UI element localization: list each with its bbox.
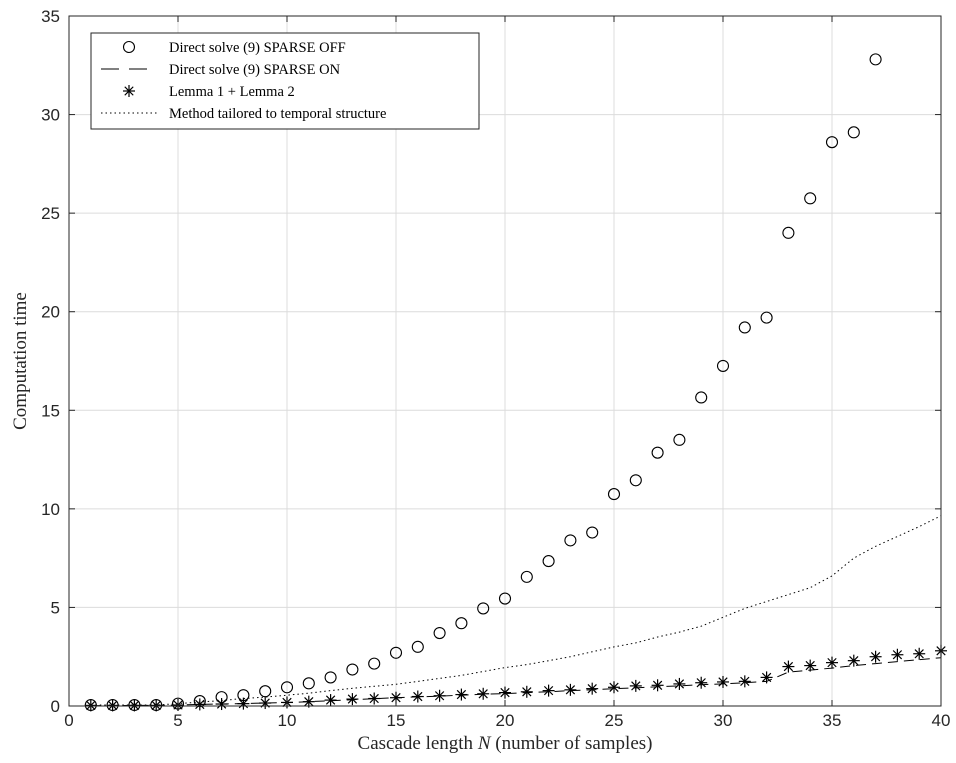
y-tick-label: 20: [41, 303, 60, 322]
sparse-off-point: [825, 136, 839, 149]
sparse-off-point: [651, 446, 664, 459]
lemma-point: [411, 690, 424, 703]
legend-symbol-star: [123, 85, 135, 97]
sparse-off-point: [847, 126, 860, 139]
x-tick-label: 25: [605, 711, 624, 730]
legend-symbol-circle: [122, 40, 136, 54]
sparse-off-point: [455, 617, 468, 630]
sparse-off-point: [607, 488, 621, 501]
x-tick-label: 0: [64, 711, 73, 730]
sparse-off-point: [869, 53, 882, 66]
lemma-point: [346, 693, 359, 706]
x-tick-label: 30: [714, 711, 733, 730]
sparse-off-point: [498, 592, 512, 605]
x-tick-label: 10: [278, 711, 297, 730]
x-axis-label: Cascade length N (number of samples): [358, 733, 653, 754]
lemma-point: [695, 676, 708, 689]
lemma-point: [847, 654, 860, 667]
lemma-point: [324, 694, 337, 707]
lemma-point: [106, 699, 119, 712]
sparse-off-point: [760, 311, 773, 324]
sparse-off-point: [411, 640, 424, 653]
sparse-off-point: [520, 570, 533, 583]
sparse-off-point: [716, 359, 730, 372]
y-tick-label: 10: [41, 500, 60, 519]
sparse-off-point: [542, 555, 555, 568]
lemma-point: [651, 679, 664, 692]
lemma-point: [128, 699, 141, 712]
sparse-off-point: [673, 433, 686, 446]
lemma-point: [193, 698, 206, 711]
legend-label: Direct solve (9) SPARSE ON: [169, 62, 341, 78]
x-tick-label: 20: [496, 711, 515, 730]
lemma-point: [237, 697, 250, 710]
sparse-off-point: [368, 657, 381, 670]
lemma-point: [368, 692, 381, 705]
lemma-point: [542, 684, 555, 697]
sparse-off-point: [280, 681, 294, 694]
sparse-off-point: [259, 685, 272, 698]
series-circle-markers: [84, 53, 882, 712]
lemma-point: [913, 647, 926, 660]
x-tick-label: 40: [932, 711, 951, 730]
sparse-off-point: [389, 646, 403, 659]
ticks: 0 5 10 15 20 25 30 35 40 0 5 10 15 20 25 30 35: [41, 7, 950, 730]
sparse-off-point: [324, 671, 337, 684]
lemma-point: [455, 688, 468, 701]
lemma-point: [520, 685, 533, 698]
x-tick-label: 5: [173, 711, 182, 730]
series-dotted-line: [90, 515, 942, 706]
sparse-off-point: [695, 391, 708, 404]
lemma-point: [804, 659, 817, 672]
lemma-point: [782, 660, 795, 673]
sparse-off-point: [346, 663, 359, 676]
lemma-point: [760, 671, 773, 684]
lemma-point: [259, 697, 272, 710]
tailored-method-line: [90, 515, 942, 706]
x-tick-label: 35: [823, 711, 842, 730]
y-tick-label: 15: [41, 401, 60, 420]
sparse-off-point: [782, 226, 795, 239]
legend: Direct solve (9) SPARSE OFF Direct solve …: [90, 32, 480, 130]
sparse-off-point: [804, 192, 817, 205]
sparse-off-point: [629, 474, 642, 487]
legend-label: Method tailored to temporal structure: [169, 106, 386, 122]
legend-label: Lemma 1 + Lemma 2: [169, 84, 295, 100]
lemma-point: [433, 689, 446, 702]
series-layer: [84, 53, 947, 712]
series-star-markers: [84, 644, 947, 712]
lemma-point: [673, 677, 686, 690]
sparse-off-point: [738, 321, 751, 334]
lemma-point: [586, 682, 599, 695]
lemma-point: [717, 675, 729, 688]
y-tick-label: 35: [41, 7, 60, 26]
y-tick-label: 0: [51, 697, 60, 716]
lemma-point: [564, 683, 577, 696]
sparse-off-point: [433, 627, 446, 640]
x-tick-label: 15: [387, 711, 406, 730]
y-axis-label: Computation time: [10, 292, 31, 430]
lemma-point: [499, 686, 511, 699]
lemma-point: [150, 699, 163, 712]
sparse-off-point: [564, 534, 577, 547]
lemma-point: [826, 656, 838, 669]
legend-label: Direct solve (9) SPARSE OFF: [169, 40, 346, 56]
lemma-point: [629, 679, 642, 692]
lemma-point: [869, 650, 882, 663]
sparse-off-point: [302, 677, 315, 690]
lemma-point: [891, 648, 904, 661]
lemma-point: [608, 681, 620, 694]
sparse-off-point: [586, 526, 599, 539]
y-tick-label: 30: [41, 106, 60, 125]
y-tick-label: 25: [41, 204, 60, 223]
lemma-point: [477, 687, 490, 700]
sparse-on-line: [90, 657, 942, 707]
y-tick-label: 5: [51, 598, 60, 617]
lemma-point: [738, 675, 751, 688]
series-dashed-line: [90, 657, 942, 707]
sparse-off-point: [477, 602, 490, 615]
